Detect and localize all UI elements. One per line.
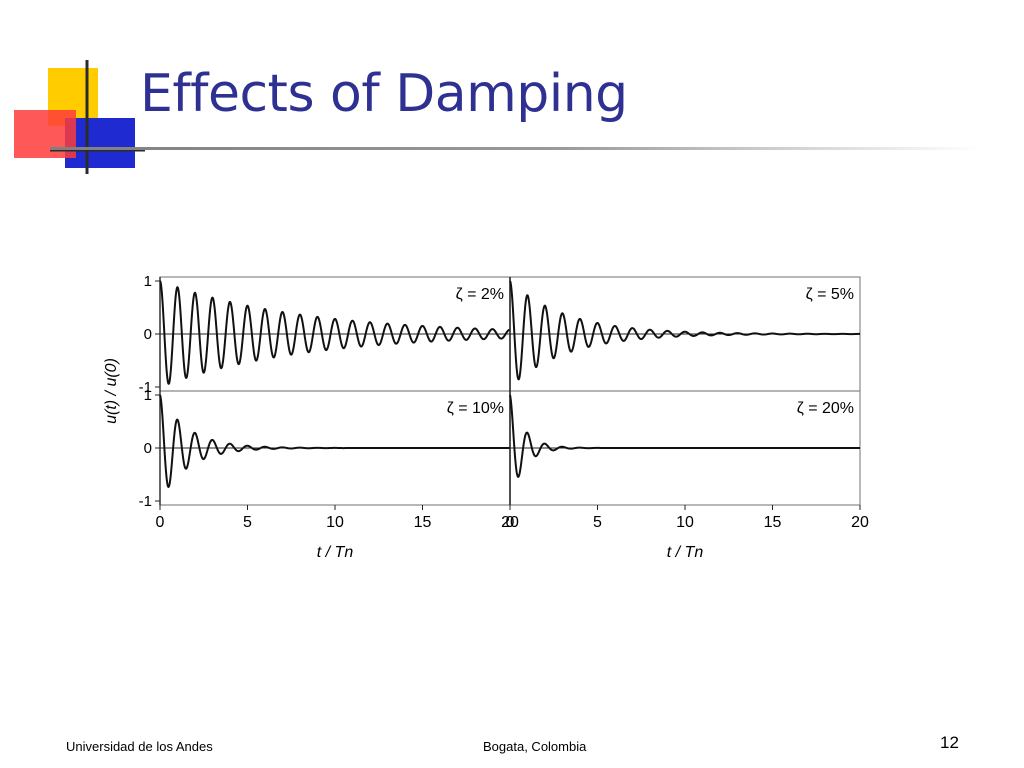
panel-3-xlabel: t / Tn: [317, 544, 354, 561]
panel-3-ytick-label-0: 1: [144, 387, 152, 404]
panel-3-ytick-label-1: 0: [144, 440, 152, 457]
panel-3-label: ζ = 10%: [447, 400, 504, 417]
logo-graphic: [10, 58, 150, 178]
panel-4-label: ζ = 20%: [797, 400, 854, 417]
damping-chart-svg: 10-1ζ = 2% ζ = 5%10-1ζ = 10%0 5 10 15 20t / T…: [103, 273, 869, 561]
panel-3-xtick-label-0: 0: [156, 514, 165, 531]
panel-4-xlabel: t / Tn: [667, 544, 704, 561]
panel-4-xtick-label-3: 15: [764, 514, 782, 531]
footer-institution: Universidad de los Andes: [66, 739, 213, 754]
panel-4-response-curve: [509, 394, 860, 478]
damping-chart: 1 0 -1 ζ = 2% ζ = 5% 1 0 -1 ζ = 10% 0 5 10 15 20 t / T…: [100, 255, 880, 580]
chart-ylabel: u(t) / u(0): [103, 358, 120, 424]
panel-4-xtick-label-1: 5: [593, 514, 602, 531]
title-divider: [50, 147, 980, 150]
panel-1-ytick-label-2: -1: [139, 379, 152, 396]
panel-1-ytick-label-0: 1: [144, 273, 152, 290]
panel-4-xtick-label-4: 20: [851, 514, 869, 531]
panel-3-xtick-label-4: 20: [501, 514, 519, 531]
footer-location: Bogata, Colombia: [483, 739, 587, 754]
panel-1-response-curve: [159, 280, 510, 385]
panel-3-xtick-label-3: 15: [414, 514, 432, 531]
panel-4-xtick-label-2: 10: [676, 514, 694, 531]
panel-1-ytick-label-1: 0: [144, 326, 152, 343]
panel-3-xtick-label-1: 5: [243, 514, 252, 531]
panel-3-xtick-label-2: 10: [326, 514, 344, 531]
panel-1-label: ζ = 2%: [456, 286, 504, 303]
panel-2-response-curve: [509, 280, 860, 381]
panel-2-label: ζ = 5%: [806, 286, 854, 303]
panel-3-response-curve: [159, 394, 510, 489]
panel-4-xtick-label-0: 0: [506, 514, 515, 531]
slide-title: Effects of Damping: [140, 64, 628, 124]
logo-blue-square: [65, 118, 135, 168]
panel-3-ytick-label-2: -1: [139, 493, 152, 510]
page-number: 12: [940, 733, 959, 752]
